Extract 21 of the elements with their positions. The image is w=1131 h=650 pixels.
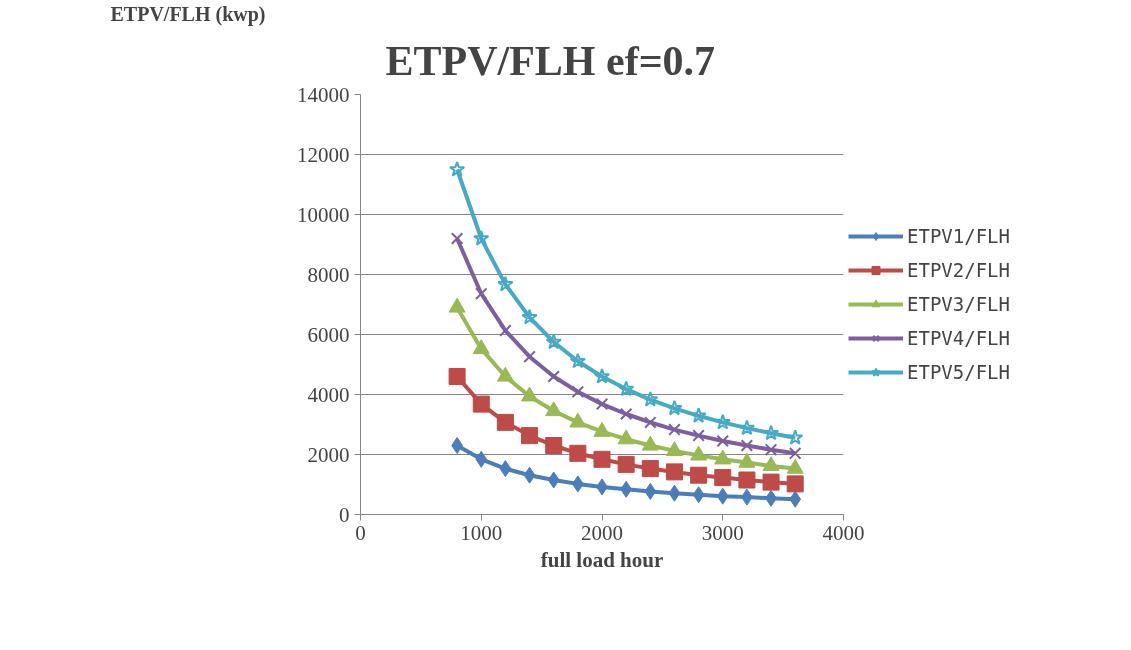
chart-title: ETPV/FLH ef=0.7 (385, 37, 716, 84)
x-tick-label: 0 (355, 520, 366, 545)
legend-label: ETPV3/FLH (907, 293, 1010, 315)
legend-label: ETPV5/FLH (907, 361, 1010, 383)
y-tick-label: 6000 (307, 322, 350, 347)
x-tick-label: 2000 (581, 520, 623, 545)
y-tick-label: 2000 (307, 442, 350, 467)
legend-label: ETPV4/FLH (907, 327, 1010, 349)
y-axis-title: ETPV/FLH (kwp) (110, 2, 266, 26)
y-tick-label: 14000 (297, 82, 350, 107)
y-tick-label: 12000 (297, 142, 350, 167)
x-tick-label: 4000 (822, 520, 865, 545)
legend-label: ETPV1/FLH (907, 225, 1010, 247)
x-tick-label: 1000 (460, 520, 503, 545)
y-tick-label: 0 (339, 502, 350, 527)
y-tick-label: 8000 (307, 262, 350, 287)
x-axis-title: full load hour (540, 547, 664, 572)
legend-label: ETPV2/FLH (907, 259, 1010, 281)
y-tick-label: 10000 (297, 202, 350, 227)
x-tick-label: 3000 (701, 520, 744, 545)
y-tick-label: 4000 (307, 382, 350, 407)
